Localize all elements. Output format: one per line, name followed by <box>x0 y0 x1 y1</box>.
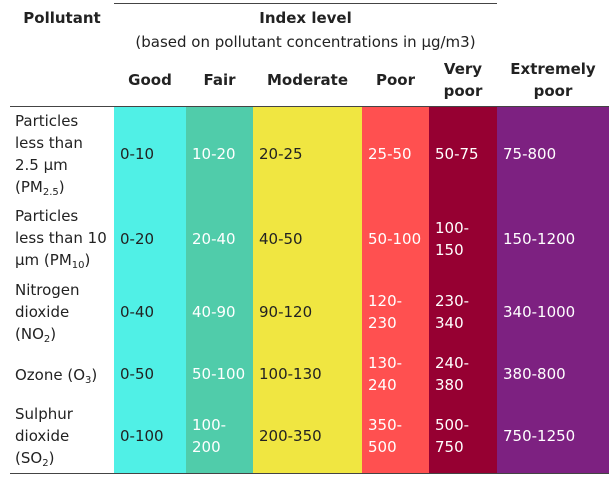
pollutant-header: Pollutant <box>23 9 101 27</box>
value-pm25-very-poor: 50-75 <box>435 145 479 163</box>
value-so2-poor: 350-500 <box>368 416 403 456</box>
band-extremely-poor <box>497 107 609 473</box>
level-header-very-poor: Very poor <box>443 60 483 100</box>
value-pm10-fair: 20-40 <box>192 230 236 248</box>
level-header-moderate: Moderate <box>266 71 348 89</box>
level-header-extremely-poor: Extremely poor <box>510 60 596 100</box>
row-label-so2: Sulphur dioxide (SO2) <box>15 405 73 469</box>
value-pm10-extremely-poor: 150-1200 <box>503 230 576 248</box>
level-header-poor: Poor <box>375 71 415 89</box>
value-so2-fair: 100-200 <box>192 416 227 456</box>
bottom-rule <box>10 473 609 474</box>
band-poor <box>362 107 429 473</box>
index-level-header: Index level <box>259 9 352 27</box>
value-no2-moderate: 90-120 <box>259 303 313 321</box>
value-pm25-fair: 10-20 <box>192 145 236 163</box>
band-moderate <box>253 107 362 473</box>
row-label-pm10: Particles less than 10 µm (PM10) <box>15 207 107 271</box>
row-label-no2: Nitrogen dioxide (NO2) <box>15 281 80 345</box>
value-no2-extremely-poor: 340-1000 <box>503 303 576 321</box>
row-label-o3: Ozone (O3) <box>15 366 98 386</box>
band-very-poor <box>429 107 497 473</box>
value-o3-poor: 130-240 <box>368 354 403 394</box>
index-level-note: (based on pollutant concentrations in µg… <box>135 33 476 51</box>
value-pm10-very-poor: 100-150 <box>435 219 470 259</box>
value-pm25-poor: 25-50 <box>368 145 412 163</box>
level-header-fair: Fair <box>203 71 236 89</box>
level-header-good: Good <box>128 71 172 89</box>
value-no2-fair: 40-90 <box>192 303 236 321</box>
value-o3-extremely-poor: 380-800 <box>503 365 566 383</box>
value-so2-good: 0-100 <box>120 427 164 445</box>
value-pm10-moderate: 40-50 <box>259 230 303 248</box>
row-label-pm25: Particles less than 2.5 µm (PM2.5) <box>15 112 83 198</box>
value-o3-good: 0-50 <box>120 365 155 383</box>
value-no2-poor: 120-230 <box>368 292 403 332</box>
value-so2-moderate: 200-350 <box>259 427 322 445</box>
value-pm10-good: 0-20 <box>120 230 155 248</box>
value-pm25-good: 0-10 <box>120 145 155 163</box>
value-pm25-extremely-poor: 75-800 <box>503 145 557 163</box>
top-rule <box>114 3 497 4</box>
value-no2-good: 0-40 <box>120 303 155 321</box>
value-pm10-poor: 50-100 <box>368 230 422 248</box>
value-o3-fair: 50-100 <box>192 365 246 383</box>
value-o3-moderate: 100-130 <box>259 365 322 383</box>
value-so2-extremely-poor: 750-1250 <box>503 427 576 445</box>
header-rule <box>10 106 609 107</box>
value-pm25-moderate: 20-25 <box>259 145 303 163</box>
value-o3-very-poor: 240-380 <box>435 354 470 394</box>
band-fair <box>186 107 253 473</box>
value-so2-very-poor: 500-750 <box>435 416 470 456</box>
band-good <box>114 107 186 473</box>
value-no2-very-poor: 230-340 <box>435 292 470 332</box>
